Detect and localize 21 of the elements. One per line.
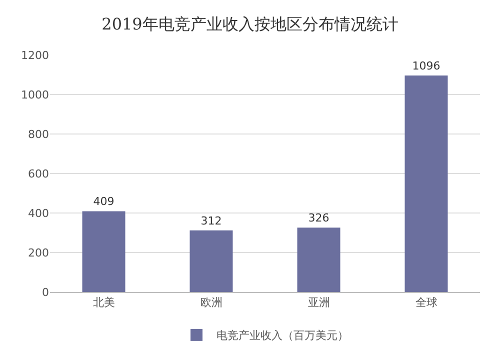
chart-title: 2019年电竞产业收入按地区分布情况统计 <box>102 14 398 34</box>
data-label: 326 <box>308 212 330 225</box>
x-tick-label: 欧洲 <box>200 296 222 310</box>
data-label: 1096 <box>412 60 440 73</box>
x-tick-label: 全球 <box>415 296 438 310</box>
y-tick-label: 1200 <box>21 48 49 62</box>
y-tick-label: 600 <box>28 167 49 180</box>
data-label: 409 <box>93 195 114 208</box>
bar <box>404 76 448 292</box>
y-tick-label: 0 <box>42 286 49 299</box>
bar <box>82 211 126 292</box>
y-tick-label: 200 <box>28 246 49 260</box>
y-tick-label: 800 <box>28 128 49 141</box>
x-tick-label: 北美 <box>92 296 115 310</box>
bar <box>297 228 340 292</box>
legend-label: 电竞产业收入（百万美元） <box>216 329 348 342</box>
y-tick-label: 400 <box>28 206 49 220</box>
data-label: 312 <box>200 214 222 228</box>
y-tick-label: 1000 <box>21 88 49 102</box>
bar <box>190 230 233 292</box>
x-tick-label: 亚洲 <box>308 296 330 310</box>
